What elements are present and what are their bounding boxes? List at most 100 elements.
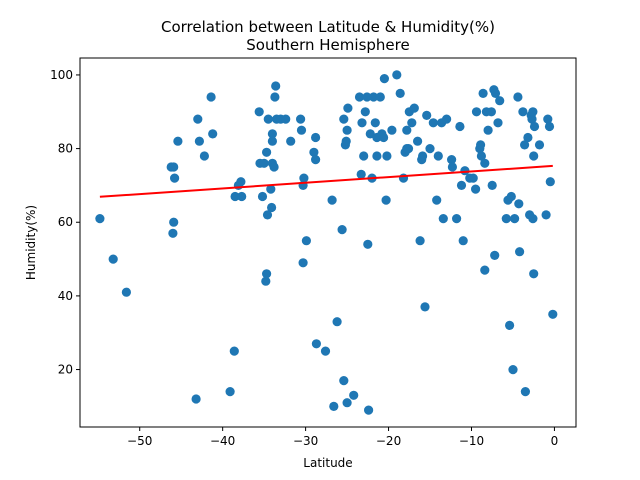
- scatter-point: [360, 107, 370, 117]
- scatter-point: [548, 309, 558, 319]
- scatter-point: [349, 390, 359, 400]
- scatter-point: [311, 155, 321, 165]
- scatter-point: [407, 118, 417, 128]
- scatter-point: [392, 70, 402, 80]
- scatter-point: [529, 121, 540, 132]
- scatter-point: [108, 254, 118, 264]
- scatter-point: [420, 302, 430, 312]
- scatter-point: [415, 236, 425, 246]
- chart-subtitle: Southern Hemisphere: [246, 36, 409, 54]
- scatter-point: [299, 173, 309, 183]
- scatter-point: [332, 317, 342, 327]
- scatter-point: [369, 92, 379, 102]
- scatter-point: [528, 107, 538, 117]
- scatter-point: [286, 136, 296, 146]
- scatter-point: [544, 121, 555, 132]
- scatter-point: [311, 132, 321, 143]
- scatter-point: [208, 129, 218, 139]
- scatter-point: [356, 169, 366, 179]
- x-tick-label: −20: [376, 434, 401, 448]
- scatter-point: [447, 155, 457, 165]
- scatter-point: [418, 151, 428, 161]
- scatter-point: [480, 158, 490, 168]
- scatter-point: [541, 210, 551, 220]
- scatter-point: [95, 214, 105, 224]
- scatter-point: [381, 195, 391, 205]
- scatter-point: [527, 114, 537, 124]
- scatter-point: [320, 346, 331, 356]
- scatter-point: [403, 144, 414, 154]
- scatter-point: [518, 107, 528, 117]
- scatter-point: [505, 320, 515, 330]
- scatter-point: [545, 177, 555, 187]
- scatter-point: [296, 125, 307, 135]
- scatter-point: [354, 92, 365, 102]
- scatter-point: [382, 151, 392, 161]
- scatter-point: [528, 214, 538, 224]
- scatter-point: [206, 92, 216, 102]
- scatter-point: [480, 265, 490, 275]
- scatter-point: [514, 199, 524, 209]
- x-tick-label: 0: [551, 434, 559, 448]
- scatter-point: [342, 398, 352, 408]
- scatter-point: [513, 92, 523, 102]
- scatter-point: [447, 162, 457, 172]
- scatter-point: [263, 114, 273, 124]
- scatter-point: [428, 118, 438, 128]
- scatter-point: [468, 173, 478, 183]
- scatter-point: [170, 173, 180, 183]
- scatter-point: [372, 151, 382, 161]
- scatter-point: [194, 136, 204, 146]
- scatter-point: [483, 125, 493, 135]
- scatter-point: [359, 151, 369, 161]
- scatter-point: [495, 96, 505, 106]
- scatter-point: [456, 180, 467, 190]
- x-axis-label: Latitude: [303, 456, 352, 470]
- plot-area: [95, 70, 558, 415]
- scatter-point: [267, 129, 277, 139]
- scatter-point: [267, 202, 277, 213]
- scatter-point: [269, 162, 279, 172]
- scatter-point: [311, 339, 321, 349]
- scatter-point: [452, 214, 462, 224]
- scatter-point: [230, 191, 240, 202]
- scatter-point: [262, 147, 272, 157]
- scatter-point: [409, 103, 419, 113]
- scatter-point: [309, 147, 319, 157]
- scatter-point: [490, 88, 501, 98]
- x-tick-label: −30: [293, 434, 318, 448]
- scatter-point: [271, 81, 281, 91]
- chart-title: Correlation between Latitude & Humidity(…: [161, 18, 495, 36]
- x-tick-label: −40: [210, 434, 235, 448]
- scatter-point: [442, 114, 452, 124]
- scatter-point: [490, 250, 500, 260]
- scatter-point: [267, 136, 277, 146]
- scatter-point: [433, 151, 443, 161]
- scatter-point: [438, 214, 448, 224]
- scatter-point: [458, 236, 468, 246]
- scatter-point: [342, 125, 352, 135]
- scatter-point: [191, 394, 201, 404]
- scatter-point: [237, 191, 247, 202]
- scatter-point: [343, 103, 353, 113]
- y-tick-label: 80: [58, 142, 73, 156]
- scatter-point: [478, 88, 488, 98]
- axis-ticks: −50 −40 −30 −20 −10 0 20 40 60 80 100: [50, 68, 558, 448]
- scatter-point: [339, 114, 349, 124]
- scatter-point: [296, 114, 306, 124]
- y-tick-label: 60: [58, 215, 73, 229]
- scatter-point: [520, 387, 531, 397]
- scatter-point: [523, 132, 533, 143]
- scatter-point: [506, 191, 516, 202]
- scatter-point: [169, 217, 179, 227]
- scatter-point: [301, 236, 311, 246]
- axes-frame: [79, 57, 577, 428]
- y-tick-label: 20: [58, 363, 73, 377]
- scatter-point: [370, 118, 380, 128]
- scatter-point: [476, 140, 486, 150]
- scatter-point: [471, 107, 482, 117]
- scatter-point: [199, 151, 209, 161]
- scatter-point: [402, 125, 412, 135]
- scatter-point: [329, 401, 339, 411]
